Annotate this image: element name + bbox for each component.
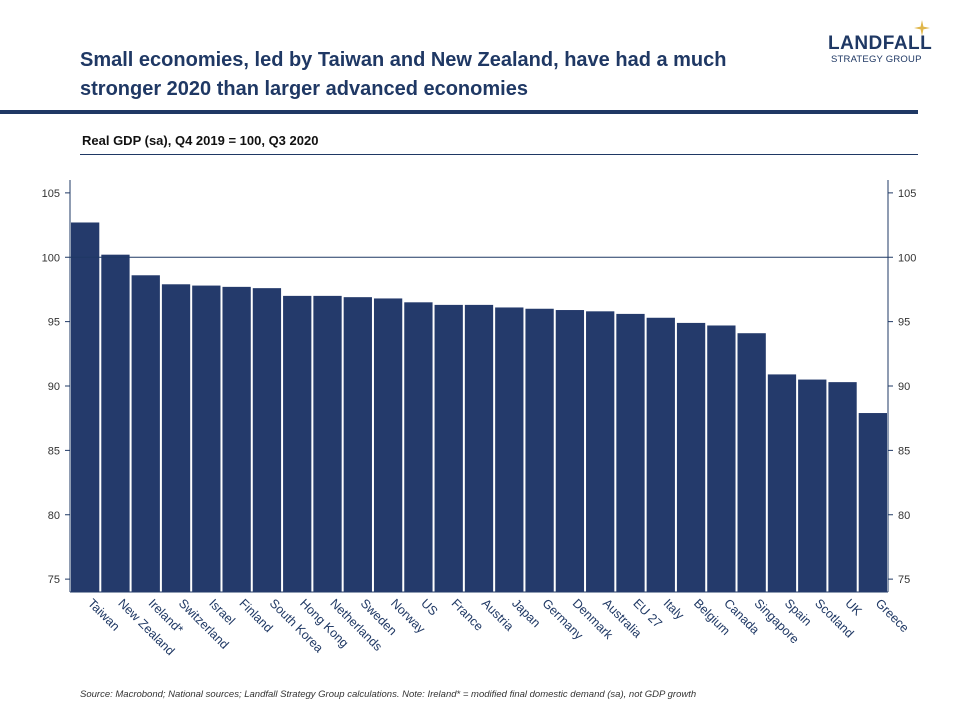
- chart-subtitle: Real GDP (sa), Q4 2019 = 100, Q3 2020: [82, 133, 319, 148]
- bar: [586, 311, 615, 592]
- bar: [495, 307, 524, 592]
- source-note: Source: Macrobond; National sources; Lan…: [80, 689, 697, 700]
- x-tick-label: Italy: [661, 596, 688, 623]
- bar: [283, 295, 312, 592]
- bar: [313, 295, 342, 592]
- subtitle-divider: [80, 154, 918, 155]
- y-tick-label-left: 75: [48, 574, 60, 586]
- y-tick-label-left: 80: [48, 510, 60, 522]
- logo-main-text: LANDFALL: [828, 33, 933, 54]
- header-divider: [0, 110, 918, 114]
- bar: [858, 413, 887, 592]
- y-tick-label-left: 85: [48, 445, 60, 457]
- bar: [616, 313, 645, 592]
- bar: [434, 304, 463, 592]
- y-tick-label-right: 100: [898, 252, 916, 264]
- title-line-2: stronger 2020 than larger advanced econo…: [80, 78, 528, 100]
- x-tick-label: France: [449, 596, 486, 633]
- bar: [161, 284, 191, 592]
- bar: [737, 333, 766, 592]
- bar: [798, 379, 827, 592]
- bar: [767, 374, 797, 592]
- bar: [464, 304, 494, 592]
- bar: [646, 317, 675, 592]
- bar: [373, 298, 403, 592]
- star-icon: [914, 20, 930, 36]
- bar: [676, 322, 706, 592]
- x-tick-label: UK: [842, 596, 865, 619]
- y-tick-label-right: 75: [898, 574, 910, 586]
- x-tick-label: US: [418, 596, 440, 618]
- y-tick-label-right: 105: [898, 188, 916, 200]
- y-tick-label-right: 90: [898, 381, 910, 393]
- bar: [707, 325, 736, 592]
- y-tick-label-left: 95: [48, 317, 60, 329]
- company-logo: LANDFALL STRATEGY GROUP: [828, 33, 933, 66]
- y-tick-label-left: 100: [42, 252, 60, 264]
- bar: [71, 222, 100, 593]
- bar: [525, 308, 554, 592]
- bar: [555, 310, 585, 592]
- title-line-1: Small economies, led by Taiwan and New Z…: [80, 49, 727, 71]
- y-tick-label-right: 80: [898, 510, 910, 522]
- x-tick-label: Austria: [479, 596, 516, 633]
- bar: [222, 286, 251, 592]
- bar: [131, 275, 160, 592]
- bar: [192, 285, 221, 592]
- bar: [101, 254, 130, 593]
- bar: [828, 382, 857, 592]
- y-tick-label-left: 105: [42, 188, 60, 200]
- bar: [404, 302, 433, 592]
- y-tick-label-left: 90: [48, 381, 60, 393]
- chart-title: Small economies, led by Taiwan and New Z…: [80, 46, 800, 104]
- y-tick-label-right: 85: [898, 445, 910, 457]
- logo-sub-text: STRATEGY GROUP: [831, 54, 922, 65]
- y-tick-label-right: 95: [898, 317, 910, 329]
- x-tick-label: Greece: [873, 596, 912, 635]
- x-tick-label: Taiwan: [85, 596, 122, 633]
- bar: [252, 288, 282, 592]
- bar: [343, 297, 372, 592]
